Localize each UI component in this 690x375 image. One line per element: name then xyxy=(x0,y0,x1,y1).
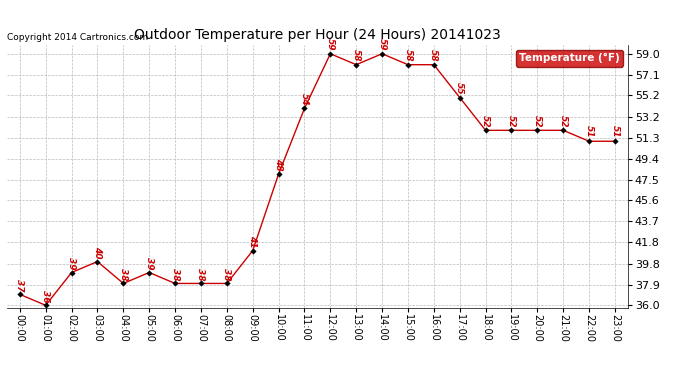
Text: 38: 38 xyxy=(170,268,179,280)
Point xyxy=(221,280,233,286)
Point xyxy=(40,302,51,308)
Point xyxy=(584,138,595,144)
Point xyxy=(351,62,362,68)
Text: 40: 40 xyxy=(93,246,102,258)
Point xyxy=(170,280,181,286)
Text: 39: 39 xyxy=(67,257,76,269)
Text: 39: 39 xyxy=(145,257,154,269)
Point xyxy=(609,138,620,144)
Point xyxy=(325,51,336,57)
Text: 38: 38 xyxy=(222,268,231,280)
Text: 58: 58 xyxy=(352,49,361,62)
Text: 52: 52 xyxy=(481,114,490,127)
Text: 41: 41 xyxy=(248,235,257,248)
Text: 54: 54 xyxy=(300,93,309,105)
Point xyxy=(377,51,388,57)
Title: Outdoor Temperature per Hour (24 Hours) 20141023: Outdoor Temperature per Hour (24 Hours) … xyxy=(134,28,501,42)
Point xyxy=(247,248,258,254)
Text: 36: 36 xyxy=(41,290,50,302)
Text: 58: 58 xyxy=(404,49,413,62)
Point xyxy=(273,171,284,177)
Text: 51: 51 xyxy=(584,126,593,138)
Text: 48: 48 xyxy=(274,158,283,171)
Point xyxy=(14,291,26,297)
Point xyxy=(402,62,413,68)
Text: 38: 38 xyxy=(197,268,206,280)
Point xyxy=(66,270,77,276)
Point xyxy=(195,280,206,286)
Text: 59: 59 xyxy=(326,38,335,51)
Text: 38: 38 xyxy=(119,268,128,280)
Point xyxy=(506,127,517,133)
Point xyxy=(299,105,310,111)
Point xyxy=(144,270,155,276)
Point xyxy=(480,127,491,133)
Text: 52: 52 xyxy=(533,114,542,127)
Point xyxy=(118,280,129,286)
Point xyxy=(428,62,440,68)
Text: 59: 59 xyxy=(377,38,386,51)
Text: 52: 52 xyxy=(507,114,516,127)
Point xyxy=(92,258,103,264)
Text: 52: 52 xyxy=(559,114,568,127)
Point xyxy=(558,127,569,133)
Point xyxy=(532,127,543,133)
Text: 37: 37 xyxy=(15,279,24,291)
Point xyxy=(454,94,465,100)
Text: Copyright 2014 Cartronics.com: Copyright 2014 Cartronics.com xyxy=(7,33,148,42)
Text: 58: 58 xyxy=(429,49,438,62)
Text: 55: 55 xyxy=(455,82,464,94)
Legend: Temperature (°F): Temperature (°F) xyxy=(515,50,622,66)
Text: 51: 51 xyxy=(611,126,620,138)
